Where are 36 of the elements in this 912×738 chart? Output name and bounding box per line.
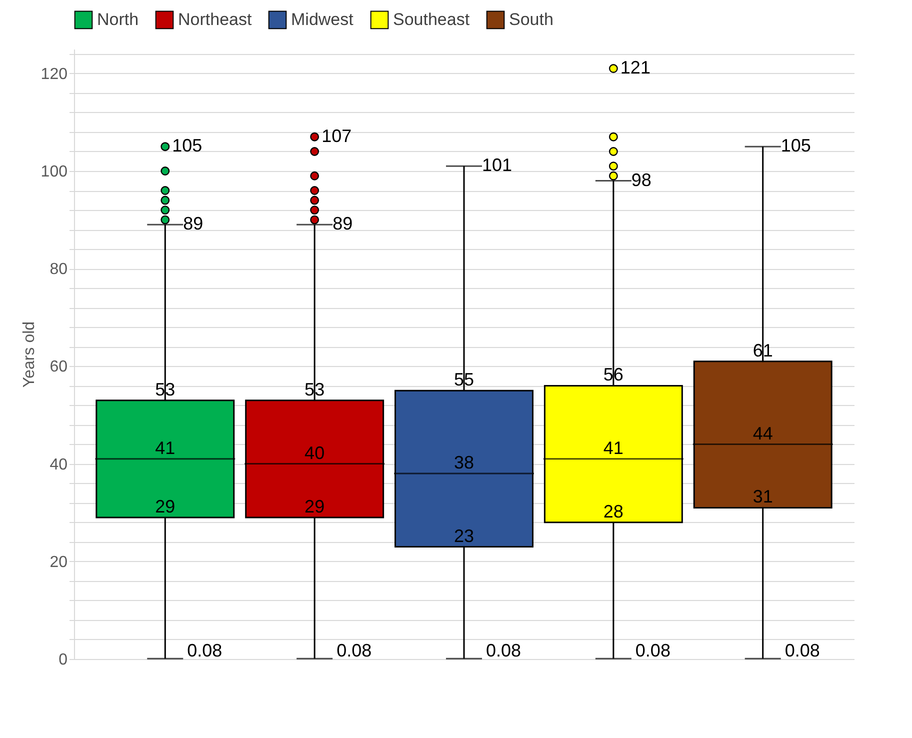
annotation: 44 [752,423,773,444]
annotation: 107 [322,126,352,146]
legend-label: Southeast [393,10,470,29]
annotation: 41 [155,438,176,458]
annotation: 105 [172,136,202,156]
annotation: 89 [332,214,353,234]
annotation: 89 [183,214,204,234]
y-tick-label: 120 [40,66,68,83]
annotation: 121 [620,58,650,78]
annotation: 105 [780,136,811,156]
annotation: 0.08 [486,640,522,661]
annotation: 31 [752,486,773,507]
annotation: 38 [454,452,474,473]
annotation: 101 [482,155,512,176]
y-tick-label: 20 [50,554,68,571]
annotation: 29 [155,496,176,516]
y-axis-title: Years old [20,321,38,388]
annotation: 0.08 [336,640,372,661]
annotation: 28 [603,501,624,522]
annotation: 98 [631,170,652,190]
annotation: 29 [304,496,325,516]
annotation: 40 [304,442,325,463]
legend-label: Midwest [291,10,354,29]
y-tick-label: 0 [58,652,68,668]
annotation: 0.08 [187,640,222,661]
y-tick-label: 100 [40,164,68,180]
y-tick-label: 40 [50,456,68,474]
y-tick-label: 80 [50,261,68,278]
legend-label: Northeast [178,10,252,29]
y-tick-label: 60 [50,358,68,376]
legend-label: South [509,10,554,29]
annotation: 23 [454,526,474,546]
legend-label: North [97,10,139,29]
annotation: 0.08 [784,640,820,661]
annotation: 0.08 [635,640,670,661]
annotation: 41 [603,438,624,458]
